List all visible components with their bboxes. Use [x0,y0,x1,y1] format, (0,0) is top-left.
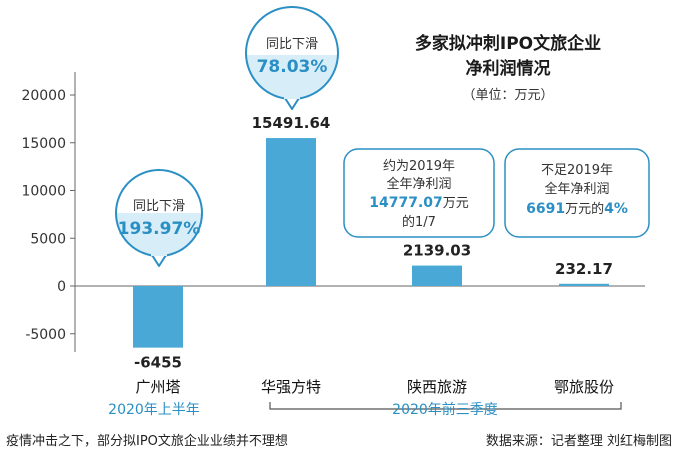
callout-1-line2: 全年净利润 [386,176,451,192]
y-tick-label: 5000 [30,231,66,247]
category-labels: 广州塔 华强方特 陕西旅游 鄂旅股份 [135,378,614,396]
y-tick-label: -5000 [25,327,66,343]
callout-2-mid: 万元的 [565,201,604,217]
bar [266,138,316,286]
callout-1-unit: 万元 [443,196,469,211]
callout-2-line1: 不足2019年 [541,163,613,178]
y-tick-label: 15000 [21,136,66,152]
chart-title-line2: 净利润情况 [466,58,551,79]
y-tick-label: 10000 [21,184,66,200]
y-tick-label: 20000 [21,88,66,104]
bar [133,286,183,348]
callout-1-value: 14777.07 [369,195,443,211]
period-label-q3: 2020年前三季度 [392,401,498,418]
y-ticks: 20000 15000 10000 5000 0 -5000 [21,88,75,343]
callout-2-value: 6691 [526,201,565,217]
callout-2-line2: 全年净利润 [544,181,609,197]
value-label: -6455 [134,354,182,372]
category-label: 广州塔 [135,378,180,396]
chart-title-line1: 多家拟冲刺IPO文旅企业 [415,33,601,54]
category-label: 华强方特 [261,378,321,396]
callout-2-line3: 6691万元的4% [526,201,628,217]
value-label: 232.17 [555,260,613,278]
callout-elvgufen: 不足2019年 全年净利润 6691万元的4% [504,148,650,238]
bubble-1-top: 同比下滑 [133,199,185,214]
y-tick-label: 0 [57,279,66,295]
callout-2-pct: 4% [604,201,628,217]
category-label: 鄂旅股份 [554,378,614,396]
period-bracket [269,402,622,410]
period-label-h1: 2020年上半年 [108,402,200,418]
bubble-2-top: 同比下滑 [266,37,318,52]
callout-shaanxilvyou: 约为2019年 全年净利润 14777.07万元 的1/7 [343,148,495,238]
bubble-huaqiangfangte: 同比下滑 78.03% [245,6,339,110]
callout-1-line3: 14777.07万元 [369,195,469,211]
bar [559,283,609,286]
footnote-left: 疫情冲击之下，部分拟IPO文旅企业业绩并不理想 [6,433,288,449]
bar [412,265,462,286]
category-label: 陕西旅游 [407,378,467,396]
bubble-1-pct: 193.97% [118,219,201,239]
bubble-guangzhouta: 同比下滑 193.97% [115,169,203,267]
value-label: 2139.03 [403,242,471,260]
bubble-2-pct: 78.03% [257,57,328,77]
unit-label: （单位：万元） [462,88,553,103]
bars [133,138,609,348]
value-labels: -6455 15491.64 2139.03 232.17 [134,114,613,372]
footnote-right: 数据来源：记者整理 刘红梅制图 [486,433,672,449]
value-label: 15491.64 [252,114,331,132]
callout-1-line1: 约为2019年 [383,159,455,174]
callout-1-line4: 的1/7 [402,214,436,230]
